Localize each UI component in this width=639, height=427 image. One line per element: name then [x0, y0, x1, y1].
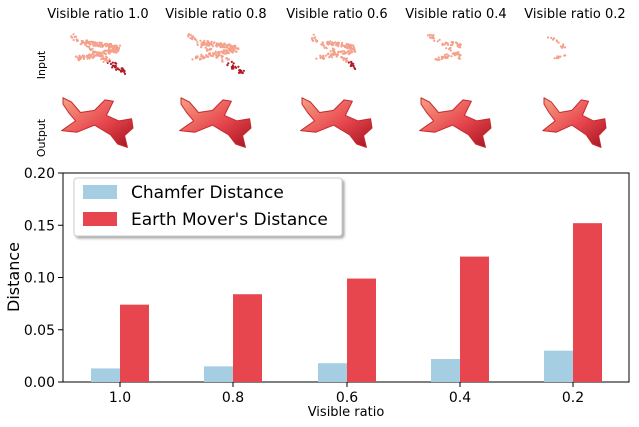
y-tick-label: 0.00: [24, 375, 55, 391]
x-tick-label: 0.6: [336, 390, 358, 406]
x-tick-label: 0.4: [449, 390, 471, 406]
y-tick-label: 0.10: [24, 271, 55, 287]
output-airplane-shape: [419, 97, 492, 148]
column-header: Visible ratio 1.0: [47, 7, 148, 22]
output-airplane-shape: [61, 97, 134, 148]
output-airplane-shape: [179, 97, 252, 148]
column-header: Visible ratio 0.8: [165, 7, 266, 22]
column-header: Visible ratio 0.6: [286, 7, 387, 22]
x-tick-label: 0.8: [222, 390, 244, 406]
bars: [91, 223, 602, 382]
y-tick-label: 0.15: [24, 218, 55, 234]
bar-chamfer: [431, 359, 460, 382]
x-axis: 1.0 0.8 0.6 0.4 0.2: [109, 382, 584, 406]
bar-emd: [120, 304, 149, 382]
input-point-cloud: [187, 33, 245, 75]
legend: Chamfer Distance Earth Mover's Distance: [73, 177, 343, 237]
column-header: Visible ratio 0.2: [524, 7, 625, 22]
bar-emd: [347, 278, 376, 382]
row-labels: Input Output: [35, 50, 48, 157]
row-label-output: Output: [35, 118, 48, 157]
y-axis-label: Distance: [4, 242, 23, 312]
input-point-cloud: [310, 33, 357, 71]
bar-emd: [573, 223, 602, 382]
output-airplane-shape: [542, 97, 607, 148]
legend-swatch-emd: [83, 212, 117, 226]
y-tick-label: 0.05: [24, 323, 55, 339]
legend-swatch-chamfer: [83, 185, 117, 199]
legend-box: [73, 177, 343, 237]
legend-label-chamfer: Chamfer Distance: [131, 183, 284, 203]
bar-chamfer: [544, 350, 573, 382]
input-point-cloud: [426, 33, 462, 62]
bar-emd: [460, 256, 489, 382]
output-shapes: [61, 97, 607, 148]
x-axis-label: Visible ratio: [308, 405, 385, 420]
bar-chamfer: [318, 363, 347, 382]
row-label-input: Input: [35, 50, 48, 79]
x-tick-label: 1.0: [109, 390, 131, 406]
column-headers: Visible ratio 1.0 Visible ratio 0.8 Visi…: [47, 7, 625, 22]
legend-label-emd: Earth Mover's Distance: [131, 210, 328, 230]
output-airplane-shape: [300, 97, 373, 148]
bar-emd: [233, 294, 262, 382]
bar-chamfer: [204, 366, 233, 382]
bar-chamfer: [91, 368, 120, 382]
column-header: Visible ratio 0.4: [405, 7, 506, 22]
y-axis: 0.00 0.05 0.10 0.15 0.20: [24, 166, 63, 391]
input-point-clouds: [70, 33, 567, 75]
input-point-cloud: [70, 33, 127, 75]
x-tick-label: 0.2: [562, 390, 584, 406]
input-point-cloud: [546, 36, 567, 60]
y-tick-label: 0.20: [24, 166, 55, 182]
bar-chart: 0.00 0.05 0.10 0.15 0.20 1.0 0.8 0.6 0.4 0.2 Dis…: [4, 166, 630, 420]
